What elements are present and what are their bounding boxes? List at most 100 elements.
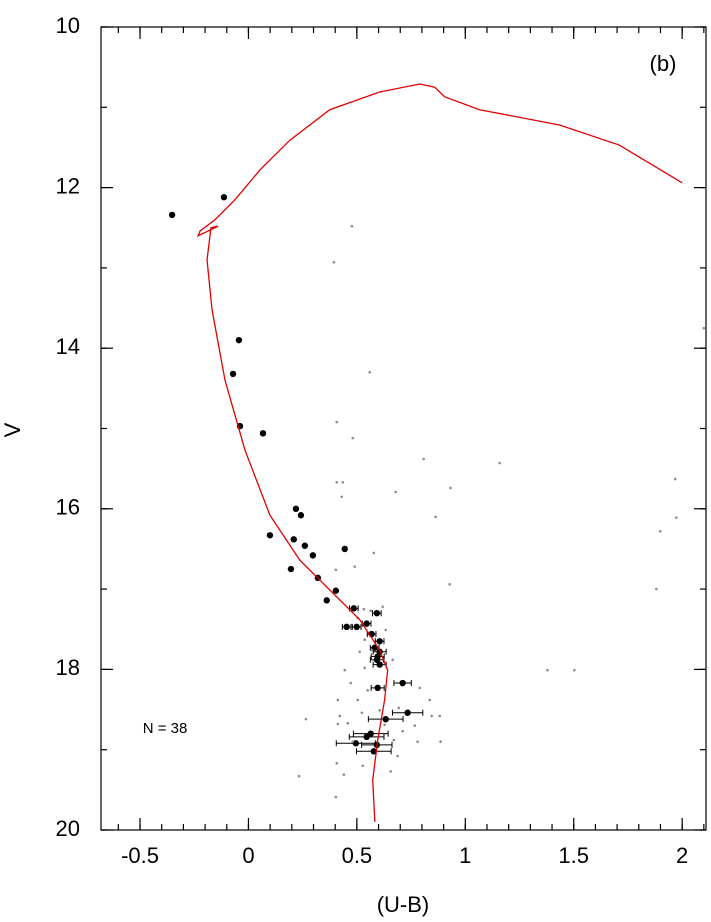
y-tick-label: 16 [56, 495, 80, 520]
star-point [334, 795, 338, 799]
y-tick-label: 20 [56, 816, 80, 841]
star-point [376, 638, 383, 645]
star-point [655, 587, 658, 591]
star-point [301, 542, 309, 549]
star-point [358, 650, 361, 654]
star-point [389, 770, 393, 773]
star-point [372, 551, 376, 555]
y-tick-label: 12 [56, 173, 80, 198]
star-point [336, 698, 340, 702]
star-point [434, 515, 437, 519]
star-point [220, 194, 228, 201]
star-point [394, 490, 397, 494]
x-axis-label: (U-B) [377, 892, 430, 917]
star-point [353, 565, 357, 568]
star-point [674, 516, 678, 519]
star-point [378, 709, 381, 712]
y-tick-label: 10 [56, 13, 80, 38]
star-point [335, 420, 339, 424]
star-point [290, 536, 297, 543]
star-point [297, 774, 301, 778]
y-tick-label: 14 [56, 334, 80, 359]
x-tick-label: 2 [676, 843, 688, 868]
star-point [546, 668, 549, 672]
star-point [399, 679, 406, 687]
star-point [373, 609, 381, 617]
star-point [259, 430, 267, 437]
count-annotation: N = 38 [143, 720, 188, 737]
panel-label: (b) [650, 51, 677, 76]
x-tick-label: 1.5 [558, 843, 589, 868]
x-tick-label: -0.5 [121, 843, 159, 868]
star-point [384, 628, 388, 632]
star-point [448, 582, 451, 586]
star-point [363, 638, 366, 641]
star-point [229, 370, 237, 378]
star-point [323, 597, 330, 604]
star-point [342, 773, 346, 776]
star-point [297, 512, 305, 519]
star-point [360, 711, 364, 715]
star-point [363, 620, 370, 627]
x-tick-label: 1 [459, 843, 471, 868]
star-point [428, 698, 432, 702]
star-point [374, 684, 381, 692]
star-point [341, 481, 345, 484]
star-point [369, 609, 373, 613]
star-point [370, 648, 374, 652]
star-point [356, 698, 360, 702]
star-point [658, 529, 662, 533]
star-point [235, 336, 243, 344]
star-point [168, 211, 176, 219]
star-point [340, 495, 343, 499]
star-point [381, 605, 384, 609]
star-point [363, 666, 366, 670]
star-point [343, 668, 347, 672]
star-point [391, 658, 394, 662]
star-point [404, 709, 411, 716]
x-tick-label: 0 [242, 843, 254, 868]
star-point [401, 729, 404, 733]
star-point [334, 568, 338, 572]
star-point [352, 740, 359, 747]
star-point [383, 723, 386, 727]
star-point [353, 623, 360, 631]
star-point [392, 738, 396, 742]
x-tick-label: 0.5 [342, 843, 373, 868]
star-point [332, 587, 340, 594]
star-point [413, 724, 417, 727]
star-point [349, 681, 353, 685]
star-point [287, 565, 295, 573]
star-point [335, 481, 339, 484]
star-point [351, 436, 355, 440]
star-point [416, 740, 419, 743]
star-point [430, 714, 433, 718]
star-point [338, 714, 342, 718]
star-point [439, 740, 442, 743]
star-point [332, 260, 336, 264]
star-point [673, 477, 677, 481]
star-point [363, 733, 370, 741]
star-point [346, 721, 350, 725]
star-point [449, 486, 452, 490]
star-point [362, 607, 366, 611]
star-point [573, 668, 576, 672]
star-point [382, 715, 389, 723]
star-point [376, 661, 383, 668]
star-point [418, 686, 422, 690]
star-point [370, 748, 377, 755]
star-point [498, 461, 501, 465]
star-point [341, 545, 348, 553]
star-point [422, 457, 425, 461]
star-point [309, 552, 317, 559]
star-point [343, 623, 350, 631]
star-point [336, 722, 340, 726]
y-tick-label: 18 [56, 655, 80, 680]
star-point [335, 762, 339, 765]
star-point [361, 764, 365, 768]
y-axis-label: V [0, 422, 25, 437]
star-point [702, 326, 706, 330]
star-point [396, 754, 399, 758]
star-point [266, 532, 274, 539]
